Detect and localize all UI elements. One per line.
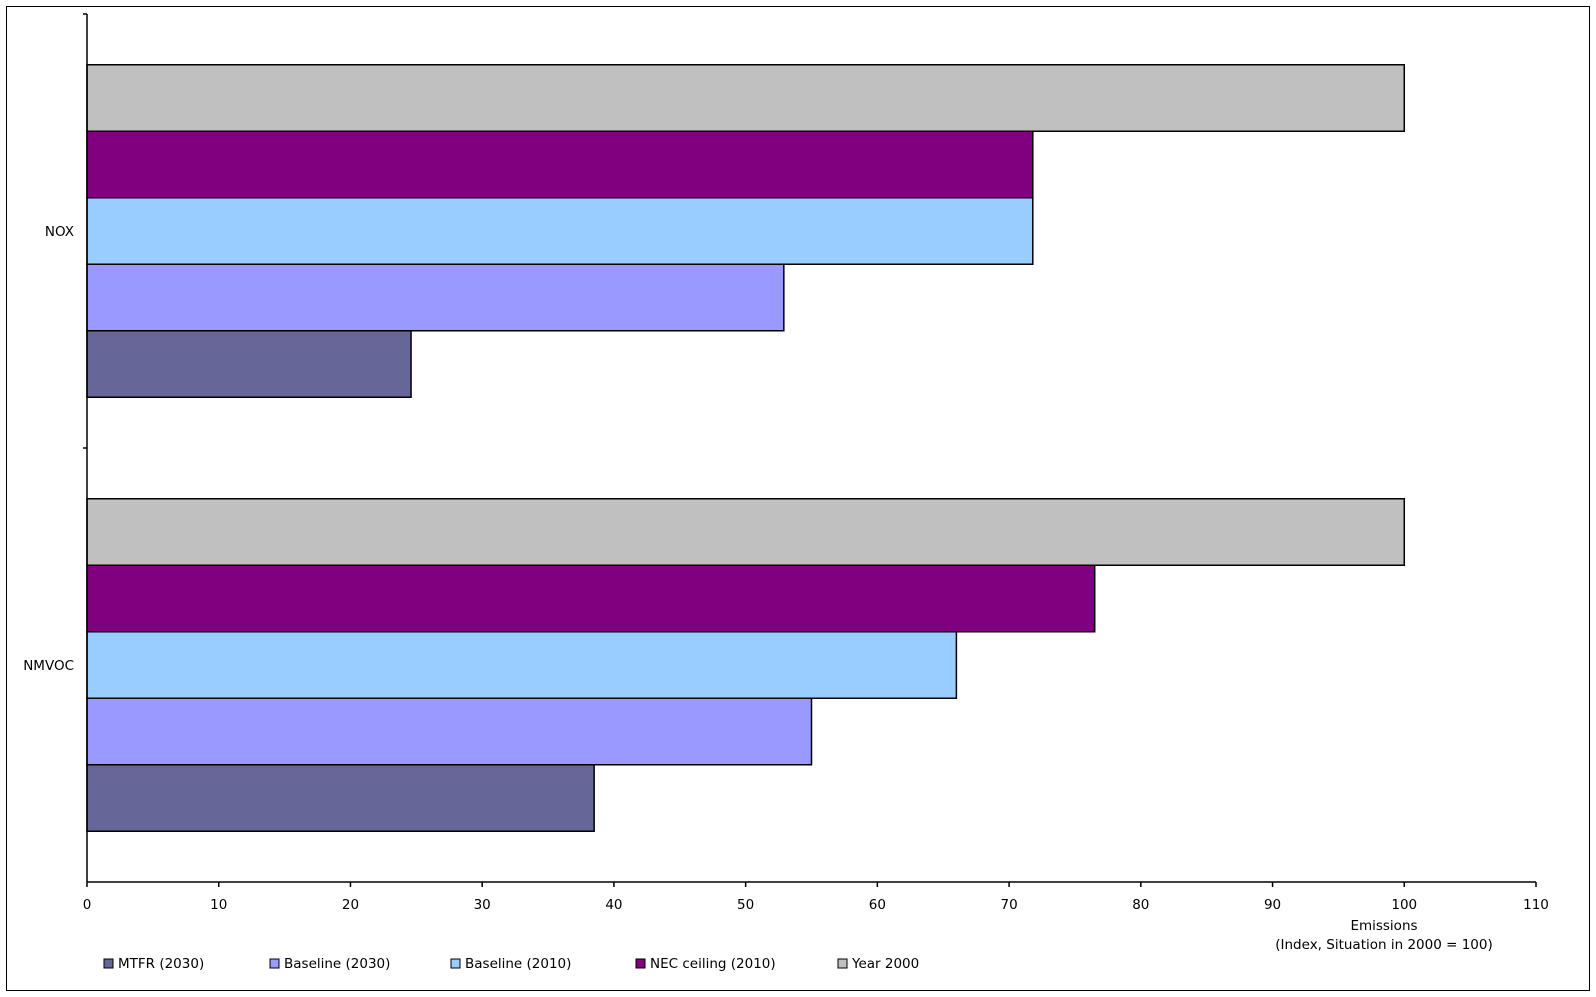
legend-label-baseline-2010: Baseline (2010) (465, 956, 571, 972)
bar-nmvoc-baseline-2010 (86, 631, 958, 699)
bar-nmvoc-year-2000 (86, 498, 1406, 566)
bar-nox-nec-ceiling-2010 (86, 130, 1034, 199)
legend-label-nec-ceiling-2010: NEC ceiling (2010) (650, 956, 776, 972)
legend: MTFR (2030) Baseline (2030) Baseline (2010… (103, 956, 919, 972)
legend-swatch-year-2000 (837, 958, 848, 969)
x-tick-label: 10 (210, 897, 227, 913)
bar-nox-baseline-2010 (86, 197, 1034, 265)
legend-label-baseline-2030: Baseline (2030) (284, 956, 390, 972)
bars-layer (86, 64, 1406, 832)
x-tick-label: 110 (1523, 897, 1549, 913)
bar-nox-mtfr-2030 (86, 330, 412, 398)
bar-nox-year-2000 (86, 64, 1406, 132)
legend-swatch-baseline-2030 (269, 958, 280, 969)
category-label-nmvoc: NMVOC (23, 658, 74, 674)
category-label-nox: NOX (45, 224, 74, 240)
legend-swatch-baseline-2010 (450, 958, 461, 969)
x-tick-label: 30 (474, 897, 491, 913)
x-tick-label: 90 (1264, 897, 1281, 913)
x-axis-title: Emissions (Index, Situation in 2000 = 100… (1275, 918, 1493, 953)
bar-nmvoc-baseline-2030 (86, 697, 813, 766)
x-axis-title-line: (Index, Situation in 2000 = 100) (1275, 937, 1493, 953)
axes-layer (83, 13, 1537, 887)
bar-nmvoc-nec-ceiling-2010 (86, 564, 1096, 633)
legend-swatch-mtfr-2030 (103, 958, 114, 969)
bar-nox-baseline-2030 (86, 263, 785, 332)
x-tick-label: 80 (1132, 897, 1149, 913)
x-axis-title-line: Emissions (1350, 918, 1417, 934)
legend-swatch-nec-ceiling-2010 (635, 958, 646, 969)
legend-label-year-2000: Year 2000 (851, 956, 919, 972)
x-tick-label: 50 (737, 897, 754, 913)
x-tick-label: 60 (869, 897, 886, 913)
x-tick-label: 0 (83, 897, 92, 913)
x-tick-label: 100 (1391, 897, 1417, 913)
category-labels-layer: NOX NMVOC (23, 224, 74, 674)
x-tick-label: 70 (1000, 897, 1017, 913)
x-tick-label: 20 (342, 897, 359, 913)
x-tick-label: 40 (605, 897, 622, 913)
legend-label-mtfr-2030: MTFR (2030) (118, 956, 204, 972)
tick-labels-layer: 0 10 20 30 40 50 60 70 80 90 100 110 (83, 897, 1549, 913)
bar-nmvoc-mtfr-2030 (86, 764, 595, 832)
